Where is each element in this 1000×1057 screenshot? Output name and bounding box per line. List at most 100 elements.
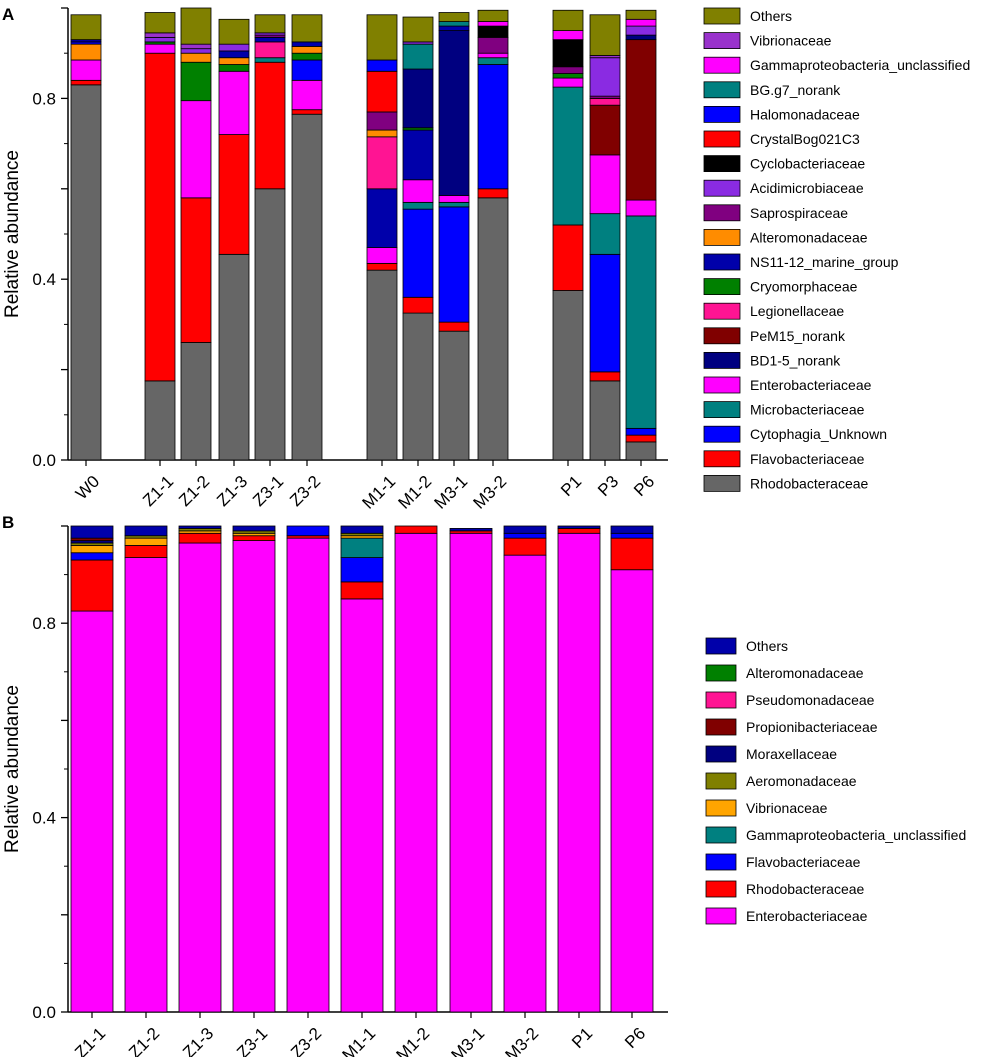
bar-segment-saprospiraceae: [552, 66, 584, 74]
bar-segment-legionellaceae: [589, 98, 621, 106]
bar-segment-others: [291, 14, 323, 43]
bar-segment-rhodobacteraceae: [589, 380, 621, 461]
bar-segment-flavobacteriaceae: [625, 434, 657, 443]
legend-swatch: [705, 907, 737, 925]
bar-segment-acidimicrobiaceae: [589, 57, 621, 97]
bar-segment-ns11-12-marine-group: [291, 41, 323, 47]
x-tick-label: P1: [557, 472, 585, 500]
bar-segment-microbacteriaceae: [402, 201, 434, 210]
legend-item-vibrionaceae: Vibrionaceae: [703, 32, 832, 49]
bar-segment-halomonadaceae: [366, 59, 398, 72]
bar-segment-rhodobacteraceae: [503, 537, 547, 556]
bar-m1-2: [402, 16, 434, 461]
legend-label: Flavobacteriaceae: [746, 854, 861, 870]
legend-label: Halomonadaceae: [750, 106, 860, 122]
bar-z3-2: [286, 525, 330, 1013]
legend-item-enterobacteriaceae: Enterobacteriaceae: [703, 376, 872, 394]
bar-segment-enterobacteriaceae: [625, 199, 657, 217]
bar-segment-enterobacteriaceae: [394, 532, 438, 1013]
legend-swatch: [705, 745, 737, 763]
bar-segment-rhodobacteraceae: [70, 559, 114, 612]
bar-segment-vibrionaceae: [124, 537, 168, 546]
bar-segment-flavobacteriaceae: [70, 79, 102, 86]
legend-swatch: [705, 853, 737, 871]
legend-label: Flavobacteriaceae: [750, 451, 865, 467]
bar-segment-acidimicrobiaceae: [218, 43, 250, 52]
bar-segment-flavobacteriaceae: [70, 552, 114, 561]
y-axis-label: Relative abundance: [2, 685, 23, 853]
bar-segment-others: [438, 12, 470, 22]
bar-segment-gammaproteobacteria-unclassified: [477, 21, 509, 27]
bar-segment-enterobacteriaceae: [610, 569, 654, 1013]
bar-segment-flavobacteriaceae: [438, 321, 470, 332]
legend-label: Vibrionaceae: [746, 800, 828, 816]
bar-segment-rhodobacteraceae: [124, 545, 168, 558]
bar-segment-others: [625, 9, 657, 20]
bar-segment-enterobacteriaceae: [70, 610, 114, 1013]
bar-segment-flavobacteriaceae: [610, 532, 654, 539]
bar-segment-others: [340, 525, 384, 534]
bar-segment-gammaproteobacteria-unclassified: [218, 70, 250, 135]
bar-m3-1: [449, 528, 493, 1013]
bar-segment-alteromonadaceae: [291, 46, 323, 54]
bar-segment-others: [503, 525, 547, 534]
legend-item-bd1-5-norank: BD1-5_norank: [703, 351, 841, 369]
bar-segment-rhodobacteraceae: [557, 528, 601, 534]
legend-label: Legionellaceae: [750, 303, 844, 319]
x-tick-label: M1-1: [338, 1024, 379, 1057]
legend-item-rhodobacteraceae: Rhodobacteraceae: [705, 880, 865, 898]
legend-label: Cyclobacteriaceae: [750, 156, 865, 172]
bar-segment-legionellaceae: [254, 41, 286, 59]
legend-swatch: [703, 228, 741, 246]
bar-segment-cyclobacteriaceae: [552, 39, 584, 68]
legend-swatch: [705, 772, 737, 790]
bar-segment-gammaproteobacteria-unclassified: [402, 179, 434, 203]
x-tick-label: M3-2: [501, 1024, 542, 1057]
x-tick-label: Z3-2: [286, 472, 324, 510]
bar-segment-flavobacteriaceae: [552, 224, 584, 291]
bar-segment-rhodobacteraceae: [366, 269, 398, 461]
panel-a-chart: 0.0 0.4 0.8 Relative abundance W0 Z1-1Z1-2 Z1-…: [2, 7, 970, 513]
x-tick-label: Z1-3: [213, 472, 251, 510]
legend-swatch: [703, 155, 741, 173]
legend-swatch: [703, 130, 741, 148]
y-tick-label: 0.8: [32, 614, 56, 633]
legend-swatch: [703, 401, 741, 419]
bar-segment-crystalbog021c3: [180, 197, 212, 343]
legend-item-cryomorphaceae: Cryomorphaceae: [703, 278, 858, 296]
bar-m1-1: [340, 525, 384, 1013]
legend-swatch: [703, 253, 741, 271]
legend-label: Rhodobacteraceae: [746, 881, 865, 897]
bar-segment-enterobacteriaceae: [449, 532, 493, 1013]
y-tick-label: 0.4: [32, 270, 56, 289]
legend-swatch: [705, 637, 737, 655]
bar-segment-microbacteriaceae: [438, 201, 470, 208]
bar-segment-enterobacteriaceae: [286, 537, 330, 1013]
bar-segment-flavobacteriaceae: [286, 525, 330, 537]
x-tick-label: M3-2: [469, 472, 510, 513]
bar-segment-pem15-norank: [589, 104, 621, 156]
bar-segment-cytophagia-unknown: [589, 253, 621, 373]
legend-label: Gammaproteobacteria_unclassified: [750, 57, 970, 73]
legend-item-cyclobacteriaceae: Cyclobacteriaceae: [703, 155, 865, 173]
bar-z1-1: [70, 525, 114, 1013]
x-tick-label: M1-1: [358, 472, 399, 513]
panel-b-label: B: [2, 513, 14, 532]
bar-segment-others: [589, 14, 621, 56]
bar-segment-crystalbog021c3: [254, 61, 286, 190]
bar-p1: [552, 9, 584, 461]
legend-item-bg-g7-norank: BG.g7_norank: [703, 81, 841, 99]
bar-segment-enterobacteriaceae: [232, 540, 276, 1013]
y-tick-label: 0.4: [32, 809, 56, 828]
bar-segment-cryomorphaceae: [291, 52, 323, 61]
legend-item-ns11-12-marine-group: NS11-12_marine_group: [703, 253, 899, 271]
legend-item-gammaproteobacteria-unclassified: Gammaproteobacteria_unclassified: [703, 56, 970, 74]
bar-segment-legionellaceae: [366, 136, 398, 190]
x-tick-label: Z1-3: [179, 1024, 217, 1057]
bar-segment-cryomorphaceae: [180, 61, 212, 102]
bar-segment-gammaproteobacteria-unclassified: [552, 30, 584, 41]
bar-segment-rhodobacteraceae: [625, 441, 657, 461]
bar-segment-enterobacteriaceae: [178, 542, 222, 1013]
bar-segment-rhodobacteraceae: [340, 581, 384, 600]
legend-item-vibrionaceae: Vibrionaceae: [705, 799, 828, 817]
